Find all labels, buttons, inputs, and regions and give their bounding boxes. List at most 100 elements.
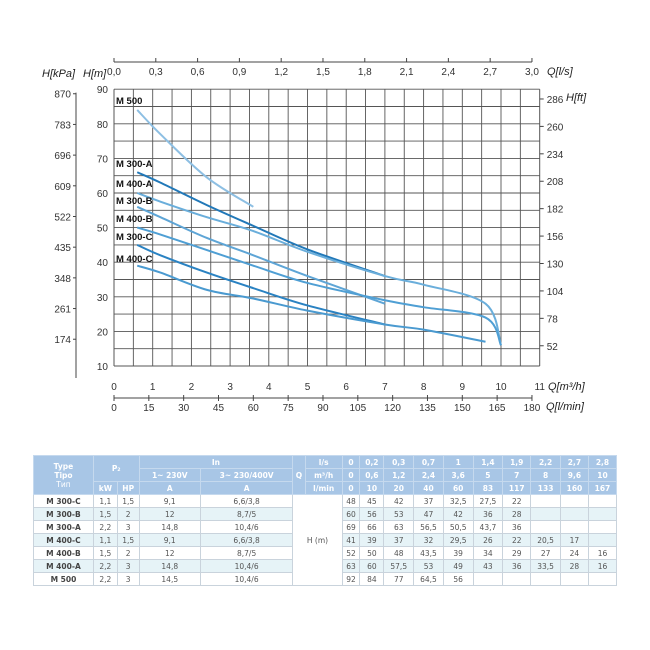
x-tick-ls: 2,7 bbox=[483, 67, 497, 78]
head-cell bbox=[559, 572, 589, 586]
x-tick-m3h: 3 bbox=[227, 382, 233, 393]
head-cell: 92 bbox=[341, 572, 361, 586]
hp-cell: 1,5 bbox=[116, 533, 140, 547]
y-tick-m: 80 bbox=[97, 120, 109, 131]
type-cell: M 400-C bbox=[33, 533, 94, 547]
head-cell bbox=[587, 533, 618, 547]
q-header: Q bbox=[292, 455, 306, 495]
x-axis-label-m3h: Q[m³/h] bbox=[548, 381, 586, 393]
y-tick-ft: 156 bbox=[547, 232, 564, 243]
q-value: 10 bbox=[359, 481, 385, 495]
q-value: 0 bbox=[341, 455, 361, 469]
in-header: In bbox=[138, 455, 294, 469]
y-axis-label-m: H[m] bbox=[83, 68, 107, 80]
head-cell: 28 bbox=[559, 559, 589, 573]
hp-header: HP bbox=[116, 481, 140, 495]
hp-cell: 2 bbox=[116, 546, 140, 560]
head-cell: 32 bbox=[413, 533, 444, 547]
y-axis-label-ft: H[ft] bbox=[566, 92, 587, 104]
head-cell: 50,5 bbox=[442, 520, 474, 534]
y-tick-kpa: 783 bbox=[54, 120, 71, 131]
x-tick-lmin: 120 bbox=[384, 403, 401, 414]
head-cell: 27 bbox=[530, 546, 561, 560]
head-cell: 63 bbox=[341, 559, 361, 573]
head-cell bbox=[559, 507, 589, 521]
x-tick-lmin: 105 bbox=[349, 403, 366, 414]
q-value: 7 bbox=[502, 468, 532, 482]
x-tick-ls: 2,1 bbox=[400, 67, 414, 78]
head-cell: 47 bbox=[413, 507, 444, 521]
q-value: 160 bbox=[559, 481, 589, 495]
head-cell: 49 bbox=[442, 559, 474, 573]
head-cell: 32,5 bbox=[442, 494, 474, 508]
kw-cell: 2,2 bbox=[92, 572, 118, 586]
x-tick-lmin: 135 bbox=[419, 403, 436, 414]
head-cell: 69 bbox=[341, 520, 361, 534]
x-tick-m3h: 11 bbox=[535, 382, 546, 393]
x-tick-m3h: 8 bbox=[421, 382, 427, 393]
head-cell: 66 bbox=[359, 520, 385, 534]
head-cell: 56 bbox=[359, 507, 385, 521]
head-cell: 48 bbox=[341, 494, 361, 508]
table-row: M 400-C 1,1 1,5 9,1 6,6/3,8 41 39 37 32 29,5 26 22 2… bbox=[33, 533, 618, 547]
a1-cell: 12 bbox=[138, 507, 201, 521]
y-tick-ft: 234 bbox=[547, 150, 564, 161]
q-value: 10 bbox=[587, 468, 618, 482]
curve-label: M 400-B bbox=[116, 214, 153, 225]
y-tick-kpa: 435 bbox=[54, 243, 71, 254]
y-tick-kpa: 522 bbox=[54, 212, 71, 223]
kw-cell: 1,5 bbox=[92, 546, 118, 560]
x-tick-m3h: 7 bbox=[382, 382, 388, 393]
x-tick-m3h: 1 bbox=[150, 382, 156, 393]
head-cell bbox=[559, 520, 589, 534]
curve-m-500 bbox=[136, 109, 254, 208]
head-cell bbox=[587, 520, 618, 534]
head-cell: 37 bbox=[383, 533, 415, 547]
q-value: 0,2 bbox=[359, 455, 385, 469]
y-tick-kpa: 870 bbox=[54, 90, 71, 101]
q-value: 60 bbox=[442, 481, 474, 495]
head-cell bbox=[502, 572, 532, 586]
y-tick-m: 40 bbox=[97, 258, 109, 269]
q-value: 0 bbox=[341, 468, 361, 482]
q-value: 3,6 bbox=[442, 468, 474, 482]
table-row: M 400-A 2,2 3 14,8 10,4/6 63 60 57,5 53 49 43 36 33,… bbox=[33, 559, 618, 573]
y-tick-m: 30 bbox=[97, 293, 109, 304]
x-tick-ls: 0,3 bbox=[149, 67, 163, 78]
curve-m-400-a bbox=[136, 192, 502, 346]
y-axis-label-kpa: H[kPa] bbox=[42, 68, 76, 80]
unit-m3h: m³/h bbox=[304, 468, 343, 482]
y-tick-m: 60 bbox=[97, 189, 109, 200]
a3-cell: 10,4/6 bbox=[199, 572, 294, 586]
head-cell bbox=[587, 494, 618, 508]
q-value: 2,4 bbox=[413, 468, 444, 482]
a1-cell: 14,8 bbox=[138, 520, 201, 534]
x-tick-m3h: 9 bbox=[460, 382, 466, 393]
type-header: Type Tipo Тип bbox=[33, 455, 94, 495]
head-cell: 43 bbox=[472, 559, 504, 573]
curve-label: M 300-C bbox=[116, 232, 153, 243]
y-tick-ft: 52 bbox=[547, 342, 559, 353]
q-value: 40 bbox=[413, 481, 444, 495]
head-cell: 39 bbox=[442, 546, 474, 560]
x-tick-m3h: 0 bbox=[111, 382, 117, 393]
y-tick-kpa: 261 bbox=[54, 305, 71, 316]
hp-cell: 3 bbox=[116, 572, 140, 586]
q-value: 8 bbox=[530, 468, 561, 482]
type-cell: M 400-B bbox=[33, 546, 94, 560]
head-cell: 41 bbox=[341, 533, 361, 547]
head-cell: 56,5 bbox=[413, 520, 444, 534]
q-value: 0,6 bbox=[359, 468, 385, 482]
table-row: M 500 2,2 3 14,5 10,4/6 92 84 77 64,5 56 bbox=[33, 572, 618, 586]
in-1ph-header: 1~ 230V bbox=[138, 468, 201, 482]
y-tick-m: 90 bbox=[97, 85, 109, 96]
performance-table: Type Tipo Тип P₂ In Q l/s 0 0,2 0,3 0,7 1 1,4 1,… bbox=[33, 455, 618, 586]
q-value: 1,4 bbox=[472, 455, 504, 469]
q-value: 5 bbox=[472, 468, 504, 482]
pump-curve-chart: 1020304050607080908707836966095224353482… bbox=[42, 58, 587, 414]
q-value: 2,8 bbox=[587, 455, 618, 469]
a3-cell: 10,4/6 bbox=[199, 559, 294, 573]
x-tick-lmin: 60 bbox=[248, 403, 260, 414]
head-cell: 36 bbox=[502, 559, 532, 573]
q-value: 0,3 bbox=[383, 455, 415, 469]
